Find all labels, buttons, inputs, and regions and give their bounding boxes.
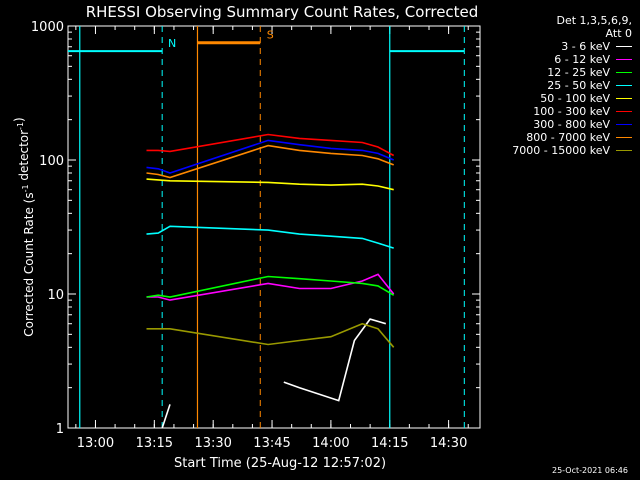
- legend-item: 100 - 300 keV: [484, 105, 632, 118]
- x-tick-label: 13:15: [136, 436, 173, 451]
- legend-item-label: 800 - 7000 keV: [526, 131, 610, 144]
- legend-header-line2: Att 0: [605, 27, 632, 40]
- legend-swatch: [616, 58, 632, 61]
- legend-item-label: 25 - 50 keV: [547, 79, 610, 92]
- series-line-1: [146, 273, 395, 301]
- legend-item-label: 300 - 800 keV: [533, 118, 610, 131]
- legend-item-label: 7000 - 15000 keV: [512, 144, 610, 157]
- series-line-4: [146, 178, 394, 191]
- x-tick-label: 13:45: [253, 436, 290, 451]
- plot-frame: [67, 25, 481, 429]
- series-line-8: [146, 322, 395, 348]
- legend-swatch: [616, 71, 632, 74]
- legend-item-label: 100 - 300 keV: [533, 105, 610, 118]
- legend-swatch: [616, 84, 632, 87]
- legend-item-label: 50 - 100 keV: [540, 92, 610, 105]
- legend-item: 7000 - 15000 keV: [484, 144, 632, 157]
- footer-date: 25-Oct-2021 06:46: [552, 466, 628, 475]
- y-tick-label: 1000: [31, 20, 64, 35]
- x-axis-label: Start Time (25-Aug-12 12:57:02): [174, 456, 386, 471]
- y-tick-label: 1: [56, 422, 64, 437]
- x-tick-label: 14:00: [312, 436, 349, 451]
- legend-swatch: [616, 136, 632, 139]
- legend-item-label: 6 - 12 keV: [554, 53, 610, 66]
- legend-swatch: [616, 45, 632, 48]
- legend-item: 25 - 50 keV: [484, 79, 632, 92]
- series-line-0: [161, 318, 387, 429]
- legend-item: 12 - 25 keV: [484, 66, 632, 79]
- legend: Det 1,3,5,6,9, Att 0 3 - 6 keV 6 - 12 keV…: [484, 14, 632, 157]
- y-tick-label: 10: [47, 288, 64, 303]
- x-tick-label: 13:30: [194, 436, 231, 451]
- x-tick-label: 13:00: [77, 436, 114, 451]
- annotation-label: S: [267, 29, 274, 42]
- y-axis-label: Corrected Count Rate (s-1 detector-1): [12, 117, 36, 336]
- legend-swatch: [616, 149, 632, 152]
- legend-item: 50 - 100 keV: [484, 92, 632, 105]
- legend-swatch: [616, 123, 632, 126]
- legend-item: 6 - 12 keV: [484, 53, 632, 66]
- x-tick-label: 14:30: [430, 436, 467, 451]
- series-line-3: [146, 225, 394, 249]
- series-line-2: [146, 275, 395, 298]
- legend-header-line1: Det 1,3,5,6,9,: [556, 14, 632, 27]
- legend-item: 300 - 800 keV: [484, 118, 632, 131]
- legend-item-label: 12 - 25 keV: [547, 66, 610, 79]
- legend-swatch: [616, 97, 632, 100]
- chart-title: RHESSI Observing Summary Count Rates, Co…: [86, 3, 479, 21]
- legend-item-label: 3 - 6 keV: [561, 40, 610, 53]
- legend-item: 3 - 6 keV: [484, 40, 632, 53]
- legend-swatch: [616, 110, 632, 113]
- series-line-7: [146, 144, 394, 179]
- series-line-6: [146, 139, 395, 174]
- annotation-label: N: [168, 37, 176, 50]
- y-tick-label: 100: [39, 154, 64, 169]
- series-line-5: [146, 133, 395, 157]
- legend-item: 800 - 7000 keV: [484, 131, 632, 144]
- x-tick-label: 14:15: [371, 436, 408, 451]
